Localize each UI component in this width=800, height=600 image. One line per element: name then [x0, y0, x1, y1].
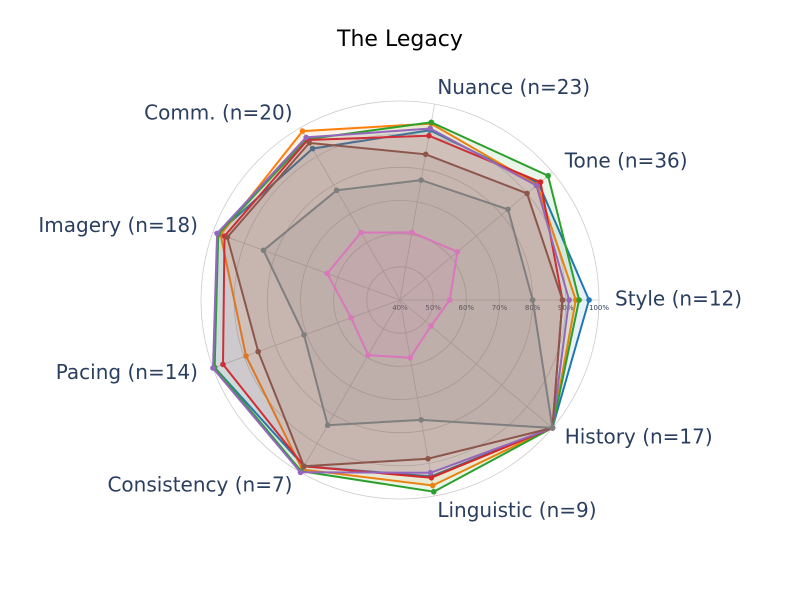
- point: [365, 352, 371, 358]
- point: [505, 206, 511, 213]
- axis-label: Comm. (n=20): [144, 100, 292, 124]
- point: [537, 179, 544, 185]
- point: [428, 323, 434, 329]
- point: [407, 355, 413, 361]
- point: [429, 482, 436, 489]
- point: [301, 463, 307, 470]
- series-area: [211, 127, 571, 474]
- point: [524, 190, 530, 197]
- series-area: [219, 122, 577, 487]
- point: [427, 469, 434, 476]
- point: [309, 145, 316, 152]
- r-tick-label: 90%: [558, 304, 574, 312]
- axis-label: Consistency (n=7): [107, 473, 292, 497]
- spoke: [300, 127, 401, 301]
- spoke: [212, 231, 401, 301]
- point: [418, 417, 424, 423]
- point: [545, 172, 551, 179]
- axis-label: Pacing (n=14): [56, 360, 198, 384]
- point: [299, 128, 306, 134]
- point: [426, 132, 432, 139]
- axis-label: Tone (n=36): [564, 148, 688, 172]
- spoke: [300, 299, 401, 473]
- chart-title: The Legacy: [336, 27, 463, 52]
- axis-label: Linguistic (n=9): [437, 498, 596, 522]
- point: [549, 425, 556, 431]
- point: [425, 455, 431, 462]
- point: [301, 332, 307, 338]
- point: [243, 353, 249, 359]
- r-tick-label: 70%: [492, 304, 508, 312]
- point: [303, 134, 309, 141]
- point: [220, 361, 226, 368]
- point: [409, 229, 415, 236]
- point: [214, 230, 220, 237]
- series-area: [262, 179, 554, 429]
- point: [566, 297, 572, 303]
- point: [324, 422, 331, 429]
- point: [418, 177, 424, 183]
- point: [358, 229, 364, 236]
- series-area: [226, 141, 564, 468]
- point: [431, 488, 437, 495]
- point: [348, 315, 354, 321]
- point: [324, 270, 330, 277]
- axis-label: History (n=17): [565, 425, 713, 449]
- point: [586, 297, 592, 303]
- point: [427, 125, 434, 132]
- r-tick-label: 50%: [425, 304, 441, 312]
- point: [454, 249, 461, 255]
- point: [559, 297, 566, 303]
- point: [297, 469, 304, 476]
- point: [306, 140, 313, 146]
- point: [428, 474, 435, 481]
- point: [224, 234, 231, 240]
- point: [422, 151, 429, 158]
- series-area: [325, 231, 459, 359]
- point: [333, 187, 340, 194]
- axis-label: Nuance (n=23): [437, 75, 590, 99]
- spoke: [399, 299, 553, 429]
- point: [210, 365, 216, 371]
- r-tick-label: 100%: [589, 304, 609, 312]
- point: [260, 247, 267, 254]
- axis-label: Style (n=12): [615, 287, 742, 311]
- r-tick-label: 40%: [392, 304, 408, 312]
- spoke: [399, 299, 435, 497]
- point: [533, 182, 540, 189]
- point: [255, 348, 261, 355]
- point: [529, 297, 536, 303]
- point: [446, 297, 453, 303]
- r-tick-label: 60%: [459, 304, 475, 312]
- r-tick-label: 80%: [525, 304, 541, 312]
- point: [428, 119, 435, 126]
- point: [576, 297, 582, 303]
- axis-label: Imagery (n=18): [38, 213, 198, 237]
